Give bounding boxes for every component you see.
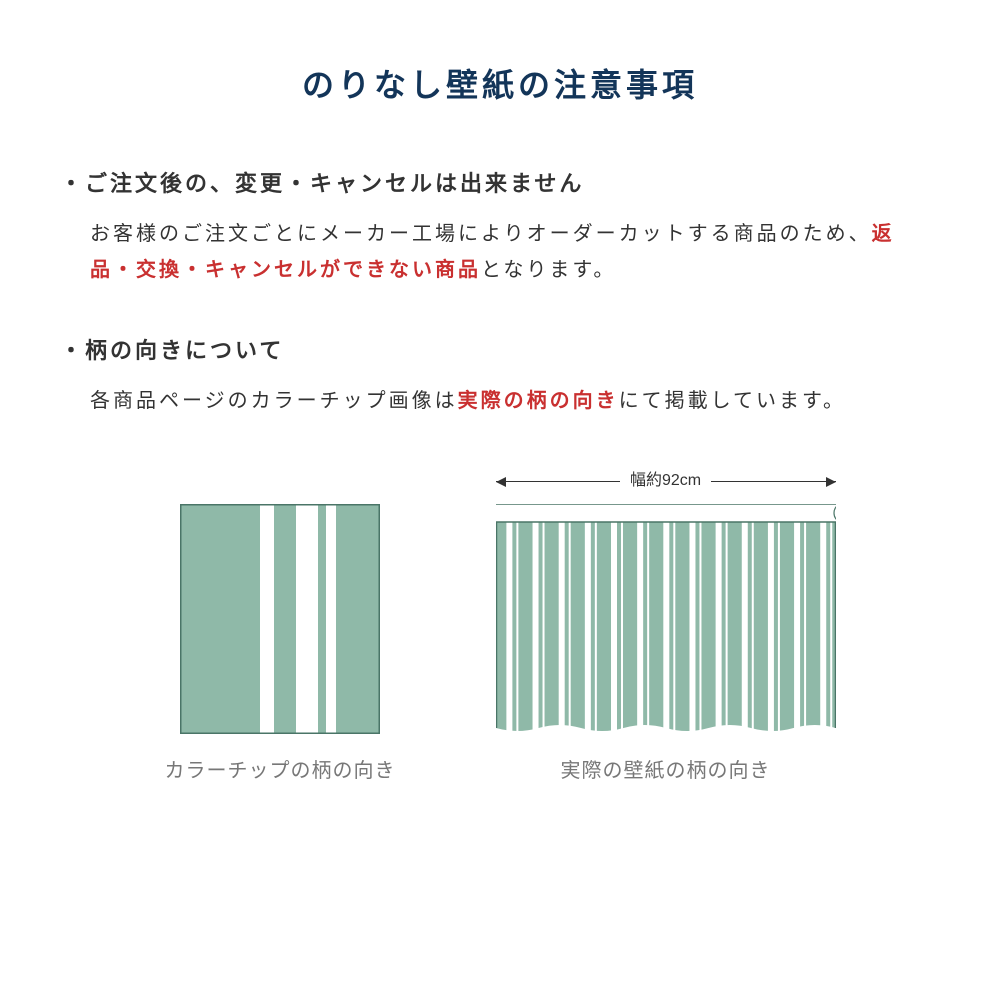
roll-block: 幅約92cm 実際の壁紙の柄の向き (496, 466, 836, 783)
swatch-caption: カラーチップの柄の向き (165, 754, 396, 783)
body-pre: 各商品ページのカラーチップ画像は (90, 390, 458, 412)
body-post: となります。 (481, 259, 616, 281)
width-arrow: 幅約92cm (496, 466, 836, 496)
roll-diagram (496, 504, 836, 734)
illustrations-row: カラーチップの柄の向き 幅約92cm 実際の壁紙の柄の向き (60, 464, 940, 783)
body-emphasis: 実際の柄の向き (458, 390, 619, 412)
width-label: 幅約92cm (620, 466, 711, 490)
arrow-left-icon (496, 481, 620, 482)
swatch-diagram (180, 504, 380, 734)
page-title: のりなし壁紙の注意事項 (60, 60, 940, 106)
roll-caption: 実際の壁紙の柄の向き (561, 754, 771, 783)
swatch-block: カラーチップの柄の向き (165, 464, 396, 783)
section-heading: ・ご注文後の、変更・キャンセルは出来ません (60, 166, 940, 198)
body-post: にて掲載しています。 (619, 390, 846, 412)
arrow-right-icon (711, 481, 835, 482)
section-body: お客様のご注文ごとにメーカー工場によりオーダーカットする商品のため、返品・交換・… (60, 216, 940, 288)
section-pattern: ・柄の向きについて 各商品ページのカラーチップ画像は実際の柄の向きにて掲載してい… (60, 333, 940, 419)
section-body: 各商品ページのカラーチップ画像は実際の柄の向きにて掲載しています。 (60, 383, 940, 419)
section-heading: ・柄の向きについて (60, 333, 940, 365)
body-pre: お客様のご注文ごとにメーカー工場によりオーダーカットする商品のため、 (90, 223, 872, 245)
section-cancel: ・ご注文後の、変更・キャンセルは出来ません お客様のご注文ごとにメーカー工場によ… (60, 166, 940, 288)
